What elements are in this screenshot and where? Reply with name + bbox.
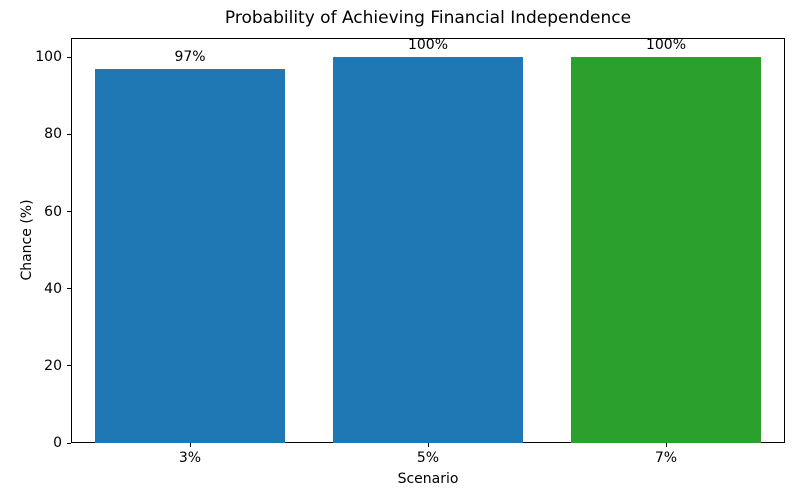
x-tick-label: 5% [416,450,440,466]
y-tick-label: 60 [44,203,62,220]
bar-value-label: 100% [407,37,449,54]
bar [94,68,286,443]
x-tick-mark [427,443,429,447]
y-tick-label: 100 [35,49,62,66]
y-tick-label: 0 [53,435,62,451]
y-tick-label: 40 [44,280,62,297]
y-tick-mark [67,442,71,444]
x-tick-label: 3% [178,450,202,466]
bar-value-label: 100% [645,37,687,54]
x-axis-label: Scenario [397,471,459,487]
bar [332,57,524,443]
y-tick-mark [67,56,71,58]
x-tick-mark [189,443,191,447]
x-tick-label: 7% [654,450,678,466]
chart-title: Probability of Achieving Financial Indep… [224,8,632,28]
y-tick-mark [67,365,71,367]
y-tick-mark [67,133,71,135]
y-tick-mark [67,211,71,213]
x-tick-mark [665,443,667,447]
bar [570,57,762,443]
y-tick-label: 20 [44,357,62,374]
y-tick-mark [67,288,71,290]
bar-value-label: 97% [174,48,206,65]
y-tick-label: 80 [44,126,62,143]
